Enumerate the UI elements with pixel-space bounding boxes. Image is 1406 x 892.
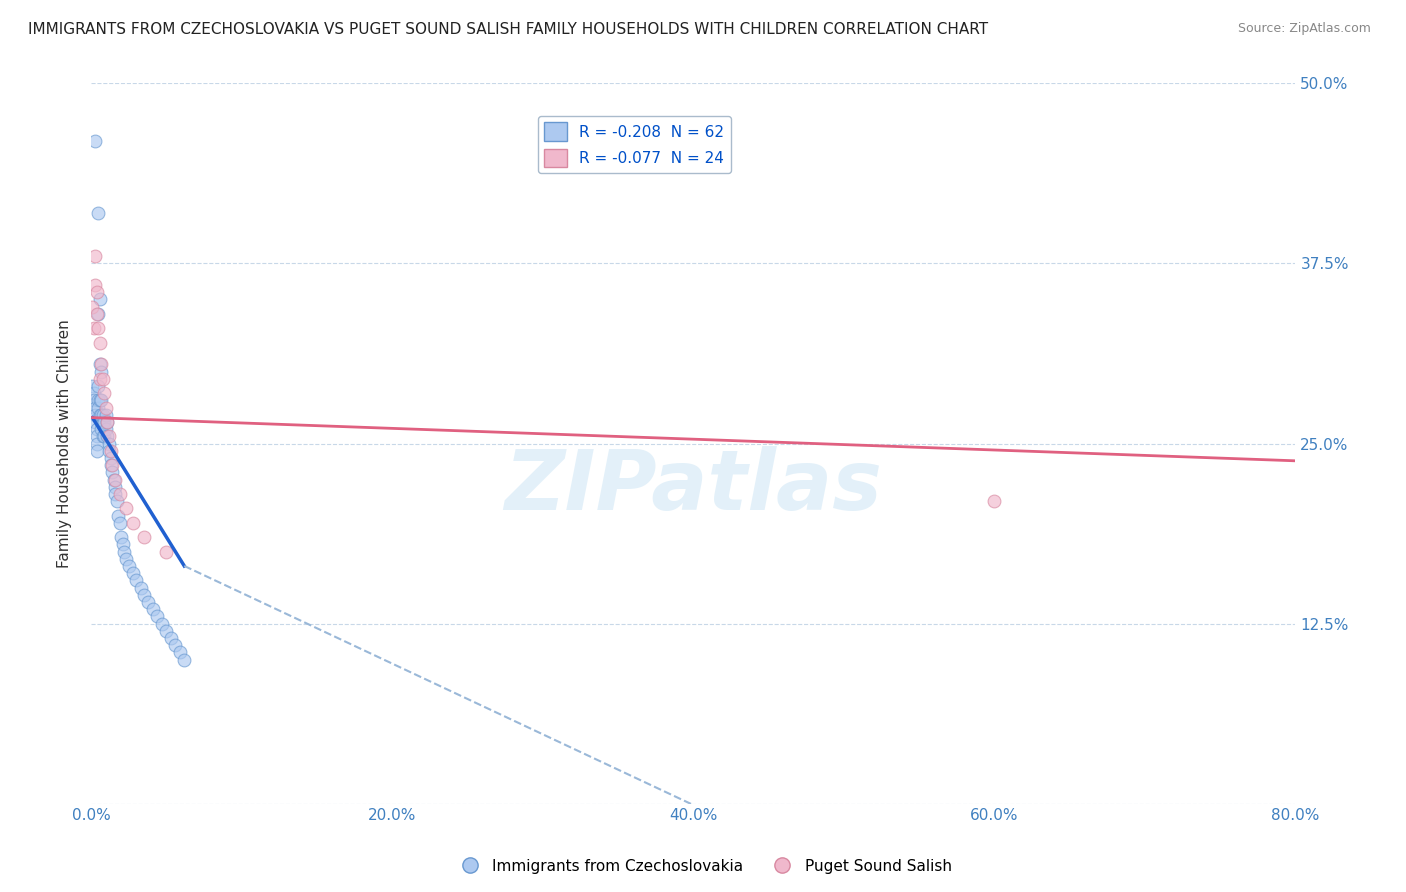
Legend: Immigrants from Czechoslovakia, Puget Sound Salish: Immigrants from Czechoslovakia, Puget So…: [449, 853, 957, 880]
Point: [104, 487, 127, 501]
Point: [101, 466, 124, 480]
Point: [87, 206, 110, 220]
Point: [98, 443, 121, 458]
Point: [104, 473, 127, 487]
Point: [983, 494, 1005, 508]
Point: [86, 422, 108, 436]
Point: [91, 415, 114, 429]
Point: [94, 422, 117, 436]
Point: [87, 393, 110, 408]
Point: [108, 487, 131, 501]
Point: [110, 530, 132, 544]
Point: [86, 436, 108, 450]
Point: [94, 401, 117, 415]
Point: [111, 537, 134, 551]
Point: [125, 574, 148, 588]
Point: [117, 558, 139, 573]
Point: [132, 588, 155, 602]
Point: [89, 335, 111, 350]
Point: [91, 408, 114, 422]
Point: [169, 645, 191, 659]
Point: [87, 321, 110, 335]
Point: [86, 307, 108, 321]
Text: IMMIGRANTS FROM CZECHOSLOVAKIA VS PUGET SOUND SALISH FAMILY HOUSEHOLDS WITH CHIL: IMMIGRANTS FROM CZECHOSLOVAKIA VS PUGET …: [28, 22, 988, 37]
Point: [93, 415, 115, 429]
Point: [104, 480, 127, 494]
Point: [89, 372, 111, 386]
Point: [150, 616, 173, 631]
Point: [87, 307, 110, 321]
Point: [90, 422, 112, 436]
Point: [89, 293, 111, 307]
Point: [84, 408, 107, 422]
Point: [86, 443, 108, 458]
Point: [89, 357, 111, 371]
Point: [165, 638, 187, 652]
Point: [108, 516, 131, 530]
Point: [101, 458, 124, 472]
Text: Source: ZipAtlas.com: Source: ZipAtlas.com: [1237, 22, 1371, 36]
Y-axis label: Family Households with Children: Family Households with Children: [58, 319, 72, 568]
Point: [98, 429, 121, 443]
Point: [129, 581, 152, 595]
Point: [155, 624, 177, 638]
Point: [90, 357, 112, 371]
Point: [96, 429, 118, 443]
Point: [146, 609, 169, 624]
Point: [94, 408, 117, 422]
Point: [84, 134, 107, 148]
Legend: R = -0.208  N = 62, R = -0.077  N = 24: R = -0.208 N = 62, R = -0.077 N = 24: [538, 116, 731, 173]
Point: [90, 393, 112, 408]
Point: [86, 429, 108, 443]
Point: [103, 473, 125, 487]
Point: [107, 508, 129, 523]
Point: [100, 450, 122, 465]
Point: [82, 300, 104, 314]
Point: [83, 393, 105, 408]
Point: [122, 566, 145, 581]
Point: [159, 631, 181, 645]
Point: [96, 415, 118, 429]
Point: [86, 285, 108, 300]
Point: [173, 652, 195, 666]
Point: [89, 393, 111, 408]
Point: [142, 602, 165, 616]
Point: [91, 372, 114, 386]
Point: [82, 379, 104, 393]
Point: [136, 595, 159, 609]
Point: [155, 544, 177, 558]
Point: [84, 249, 107, 263]
Point: [100, 443, 122, 458]
Text: ZIPatlas: ZIPatlas: [505, 446, 882, 527]
Point: [87, 379, 110, 393]
Point: [83, 321, 105, 335]
Point: [122, 516, 145, 530]
Point: [84, 401, 107, 415]
Point: [112, 544, 135, 558]
Point: [96, 415, 118, 429]
Point: [91, 429, 114, 443]
Point: [84, 415, 107, 429]
Point: [93, 386, 115, 401]
Point: [100, 458, 122, 472]
Point: [98, 436, 121, 450]
Point: [114, 501, 136, 516]
Point: [89, 408, 111, 422]
Point: [83, 386, 105, 401]
Point: [93, 429, 115, 443]
Point: [90, 408, 112, 422]
Point: [87, 401, 110, 415]
Point: [105, 494, 128, 508]
Point: [84, 278, 107, 293]
Point: [90, 364, 112, 378]
Point: [132, 530, 155, 544]
Point: [114, 551, 136, 566]
